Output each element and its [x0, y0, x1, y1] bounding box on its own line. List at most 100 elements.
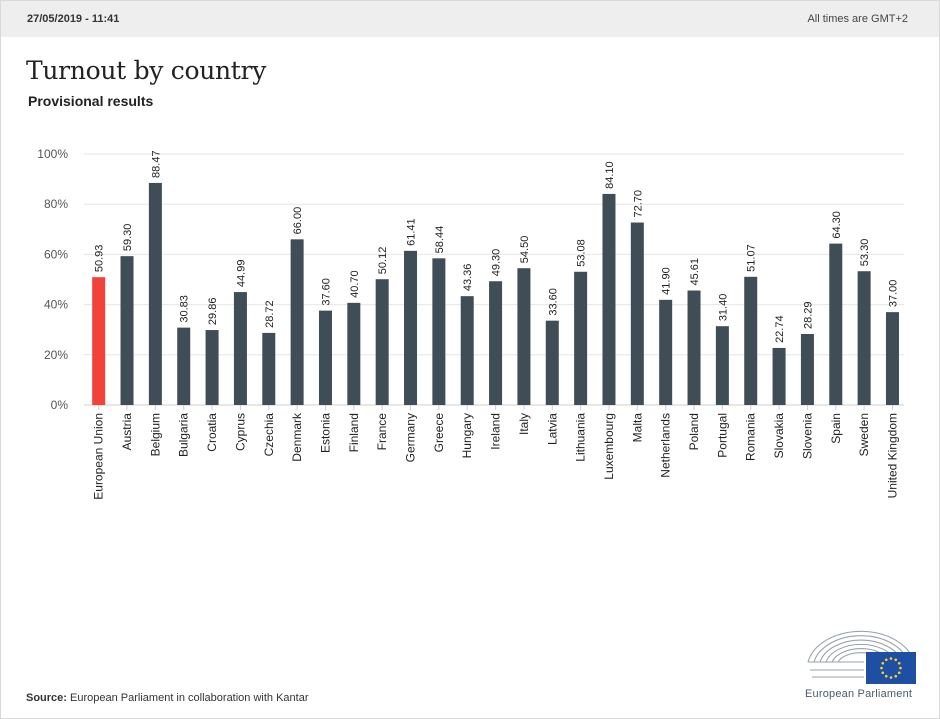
x-tick-label: Greece: [432, 413, 446, 453]
x-tick-label: Ireland: [489, 413, 503, 450]
bar: [772, 347, 786, 405]
y-tick-label: 0%: [51, 398, 69, 412]
bar-value-label: 54.50: [519, 236, 531, 264]
gridlines: [84, 153, 904, 406]
bar: [375, 279, 389, 405]
x-tick-label: Cyprus: [233, 413, 247, 451]
flag-star: [880, 666, 883, 670]
x-tick-label: Bulgaria: [177, 413, 191, 457]
bar-value-label: 59.30: [122, 224, 134, 252]
x-tick-label: Germany: [404, 413, 418, 462]
x-tick-label: Austria: [120, 413, 134, 451]
x-tick-label: European Union: [92, 413, 106, 500]
x-tick-label: Slovenia: [800, 413, 814, 459]
bar: [290, 239, 304, 405]
source-note: Source: European Parliament in collabora…: [26, 692, 309, 704]
flag-star: [889, 657, 893, 660]
timezone-note: All times are GMT+2: [807, 13, 908, 25]
x-tick-label: Finland: [347, 413, 361, 452]
bar-value-label: 28.29: [802, 301, 814, 329]
bar-value-label: 51.07: [746, 244, 758, 272]
bar-value-label: 64.30: [831, 211, 843, 239]
x-axis-ticks: European Union Austria Belgium Bulgaria Croa…: [92, 405, 899, 500]
bar-value-label: 88.47: [150, 150, 162, 178]
update-timestamp: 27/05/2019 - 11:41: [27, 13, 120, 25]
bar: [602, 193, 616, 405]
bar: [205, 330, 219, 405]
bar-value-label: 61.41: [406, 218, 418, 246]
bar-value-label: 49.30: [491, 249, 503, 277]
bar: [715, 326, 729, 405]
bar-chart: 0% 20% 40% 60% 80% 100% 50.93 59.30 88.47 30.83 2…: [37, 147, 904, 500]
bar-value-label: 37.60: [320, 278, 332, 306]
chart-title: Turnout by country: [26, 56, 267, 85]
bar: [233, 292, 247, 405]
y-tick-label: 60%: [44, 247, 68, 261]
x-tick-label: Hungary: [460, 413, 474, 458]
bar-value-label: 44.99: [235, 260, 247, 288]
european-parliament-logo: [807, 630, 916, 684]
bar: [92, 277, 106, 405]
x-tick-label: Denmark: [290, 412, 304, 462]
bar-value-label: 33.60: [547, 288, 559, 316]
top-bar: 27/05/2019 - 11:41 All times are GMT+2: [1, 1, 939, 37]
bar-value-label: 53.08: [576, 239, 588, 267]
bar: [517, 268, 531, 405]
flag-star: [884, 674, 888, 678]
bar-value-label: 66.00: [292, 207, 304, 235]
bar-value-label: 50.12: [377, 247, 389, 275]
bar: [432, 258, 446, 405]
bar-value-label: 30.83: [179, 295, 191, 323]
eu-flag-icon: [866, 652, 916, 684]
flag-star: [894, 658, 898, 662]
x-tick-label: Czechia: [262, 413, 276, 457]
bar: [177, 327, 191, 405]
bar-value-label: 40.70: [349, 270, 361, 298]
flag-star: [881, 671, 885, 675]
y-tick-label: 100%: [37, 147, 68, 161]
flag-star: [897, 671, 901, 675]
bar: [687, 290, 701, 405]
bar: [120, 256, 134, 405]
bar-value-label: 43.36: [462, 264, 474, 292]
bar: [347, 302, 361, 405]
source-text: European Parliament in collaboration wit…: [70, 692, 309, 704]
x-tick-label: Slovakia: [772, 413, 786, 459]
bar: [574, 271, 588, 405]
bar-value-label: 31.40: [717, 294, 729, 322]
bar: [885, 312, 899, 405]
x-tick-label: Romania: [744, 413, 758, 461]
logo-caption: European Parliament: [805, 688, 913, 700]
x-tick-label: France: [375, 413, 389, 451]
flag-star: [897, 661, 901, 665]
bar: [659, 299, 673, 405]
bar-value-label: 45.61: [689, 258, 701, 286]
flag-star: [889, 676, 893, 679]
x-tick-label: Luxembourg: [602, 413, 616, 480]
bar-value-label: 29.86: [207, 298, 219, 326]
flag-star: [884, 658, 888, 662]
bar: [404, 250, 418, 405]
y-tick-label: 40%: [44, 298, 68, 312]
bar: [800, 333, 814, 405]
y-tick-label: 20%: [44, 348, 68, 362]
flag-star: [881, 661, 885, 665]
source-label: Source:: [26, 692, 67, 704]
value-labels: 50.93 59.30 88.47 30.83 29.86 44.99 28.72 66.00…: [94, 150, 900, 343]
x-tick-label: Italy: [517, 413, 531, 435]
bar: [857, 271, 871, 405]
bar: [148, 182, 162, 405]
bars: [92, 182, 899, 405]
x-tick-label: Netherlands: [659, 413, 673, 478]
x-tick-label: Croatia: [205, 413, 219, 452]
x-tick-label: Latvia: [545, 413, 559, 445]
bar-value-label: 58.44: [434, 226, 446, 254]
x-tick-label: Lithuania: [574, 413, 588, 462]
y-axis-ticks: 0% 20% 40% 60% 80% 100%: [37, 147, 68, 412]
x-tick-label: Malta: [630, 413, 644, 443]
bar: [545, 320, 559, 405]
bar: [829, 243, 843, 405]
x-tick-label: United Kingdom: [885, 413, 899, 498]
x-tick-label: Spain: [829, 413, 843, 444]
y-tick-label: 80%: [44, 197, 68, 211]
